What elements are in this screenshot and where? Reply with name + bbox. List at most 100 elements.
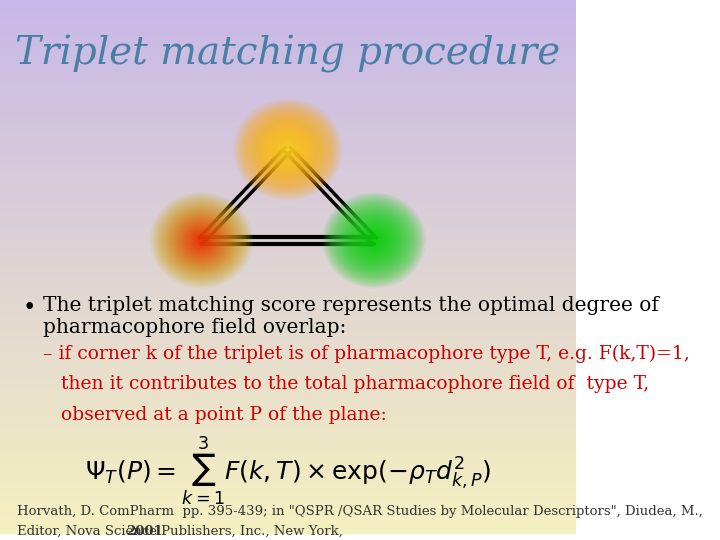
Circle shape [267, 131, 308, 168]
Circle shape [243, 107, 333, 192]
Circle shape [366, 233, 382, 247]
Circle shape [336, 205, 413, 276]
Circle shape [197, 236, 206, 245]
Circle shape [164, 206, 238, 275]
Circle shape [359, 227, 389, 254]
Circle shape [279, 141, 297, 158]
Circle shape [331, 200, 417, 280]
Text: – if corner k of the triplet is of pharmacophore type T, e.g. F(k,T)=1,: – if corner k of the triplet is of pharm… [43, 345, 690, 363]
Circle shape [195, 235, 207, 246]
Circle shape [184, 224, 219, 257]
Circle shape [246, 110, 330, 188]
Circle shape [337, 206, 411, 275]
Circle shape [276, 139, 299, 160]
Circle shape [361, 228, 387, 253]
Circle shape [161, 203, 241, 278]
Circle shape [153, 195, 251, 286]
Circle shape [156, 198, 247, 283]
Circle shape [283, 145, 292, 154]
Circle shape [274, 137, 302, 163]
Circle shape [248, 113, 327, 186]
Text: Horvath, D. ComPharm  pp. 395-439; in "QSPR /QSAR Studies by Molecular Descripto: Horvath, D. ComPharm pp. 395-439; in "QS… [17, 505, 703, 518]
Circle shape [176, 217, 227, 264]
Circle shape [160, 202, 243, 279]
Circle shape [166, 207, 237, 273]
Circle shape [333, 202, 415, 279]
Circle shape [343, 212, 405, 269]
Circle shape [238, 103, 338, 196]
Circle shape [328, 198, 420, 283]
Circle shape [364, 231, 384, 250]
Circle shape [253, 118, 322, 181]
Circle shape [157, 199, 246, 281]
Circle shape [346, 214, 402, 266]
Circle shape [236, 102, 339, 198]
Circle shape [252, 116, 323, 183]
Circle shape [327, 197, 421, 284]
Circle shape [284, 147, 291, 152]
Circle shape [191, 231, 212, 250]
Circle shape [188, 228, 215, 253]
Circle shape [358, 225, 390, 255]
Circle shape [189, 230, 213, 251]
Circle shape [199, 238, 204, 243]
Circle shape [163, 205, 240, 276]
Circle shape [171, 212, 233, 269]
Circle shape [323, 192, 426, 288]
Circle shape [240, 106, 335, 193]
Circle shape [244, 109, 331, 190]
Circle shape [368, 235, 380, 246]
Circle shape [266, 129, 310, 170]
Circle shape [330, 199, 418, 281]
Circle shape [369, 236, 379, 245]
Text: then it contributes to the total pharmacophore field of  type T,: then it contributes to the total pharmac… [43, 375, 649, 394]
Circle shape [347, 215, 400, 265]
Circle shape [264, 128, 311, 171]
Circle shape [175, 215, 228, 265]
Text: The triplet matching score represents the optimal degree of pharmacophore field : The triplet matching score represents th… [43, 296, 659, 338]
Circle shape [192, 232, 210, 248]
Circle shape [154, 197, 248, 284]
Circle shape [150, 192, 253, 288]
Circle shape [258, 122, 318, 177]
Circle shape [282, 144, 294, 156]
Circle shape [167, 209, 235, 272]
Circle shape [340, 209, 408, 272]
Circle shape [239, 105, 336, 194]
Circle shape [351, 218, 397, 262]
Circle shape [186, 227, 216, 254]
Circle shape [286, 148, 289, 151]
Circle shape [372, 239, 375, 242]
Circle shape [356, 224, 392, 257]
Circle shape [334, 203, 414, 278]
Circle shape [185, 225, 217, 255]
Circle shape [200, 239, 203, 242]
Circle shape [178, 218, 225, 262]
Circle shape [174, 214, 230, 266]
Circle shape [261, 125, 314, 174]
Circle shape [255, 119, 320, 180]
Circle shape [349, 217, 399, 264]
Circle shape [194, 233, 209, 247]
Circle shape [179, 220, 224, 261]
Text: 2001: 2001 [126, 525, 163, 538]
Circle shape [235, 100, 341, 199]
Text: Editor, Nova Science Publishers, Inc., New York,: Editor, Nova Science Publishers, Inc., N… [17, 525, 347, 538]
Circle shape [275, 138, 300, 161]
Circle shape [324, 194, 424, 287]
Circle shape [182, 222, 220, 258]
Circle shape [269, 132, 307, 167]
Circle shape [365, 232, 383, 248]
Circle shape [172, 213, 231, 268]
Circle shape [256, 120, 319, 179]
Circle shape [181, 221, 222, 260]
Text: Triplet matching procedure: Triplet matching procedure [15, 35, 560, 73]
Circle shape [325, 195, 423, 286]
Circle shape [341, 210, 407, 271]
Circle shape [247, 112, 328, 187]
Circle shape [344, 213, 404, 268]
Circle shape [260, 124, 316, 176]
Text: observed at a point P of the plane:: observed at a point P of the plane: [43, 407, 387, 424]
Circle shape [263, 126, 312, 173]
Circle shape [355, 222, 393, 258]
